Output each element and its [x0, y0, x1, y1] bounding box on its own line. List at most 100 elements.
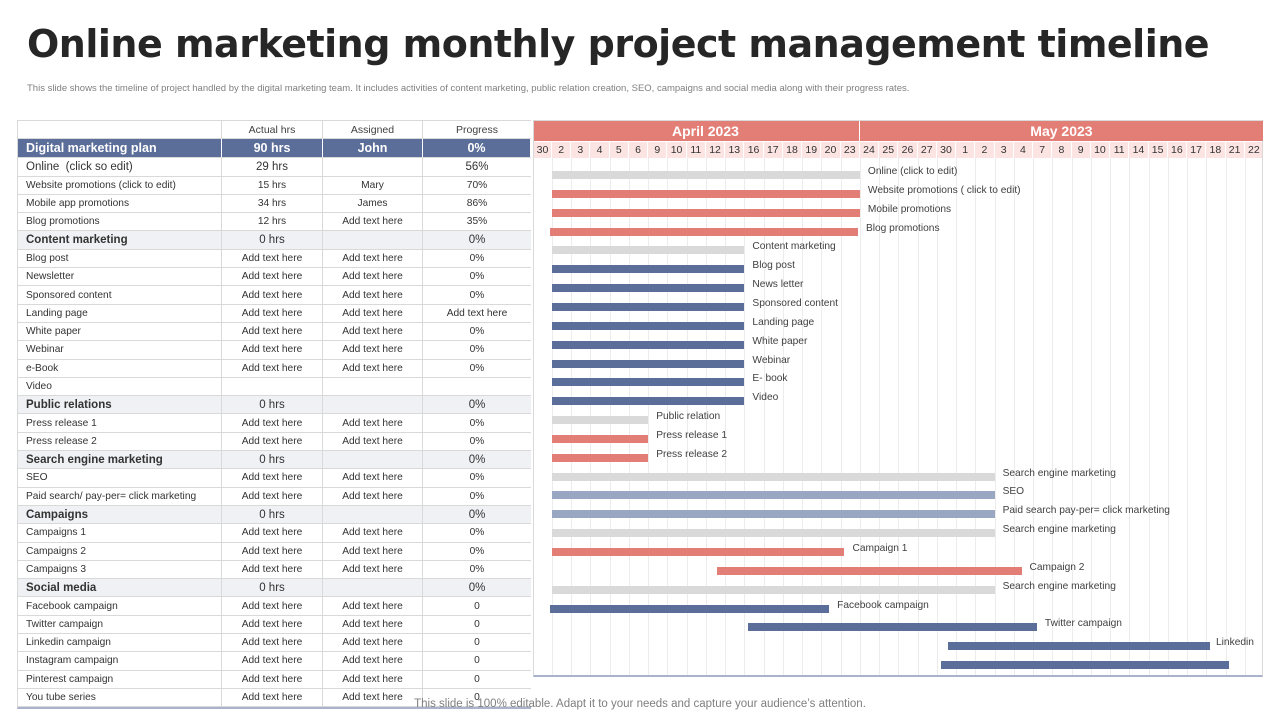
- plan-name: Digital marketing plan: [18, 139, 222, 158]
- gantt-bar[interactable]: [552, 189, 860, 198]
- gantt-bar-label: White paper: [752, 335, 808, 347]
- table-row[interactable]: Press release 2 Add text here Add text her…: [18, 432, 531, 452]
- day-label: 17: [1187, 142, 1207, 158]
- task-name-cell: Mobile app promotions: [18, 194, 222, 213]
- gantt-bar[interactable]: [552, 359, 745, 368]
- month-header: April 2023 May 2023: [534, 121, 1264, 141]
- table-row[interactable]: Campaigns 3 Add text here Add text here 0%: [18, 560, 531, 580]
- gantt-bar[interactable]: [552, 378, 745, 387]
- gantt-bar[interactable]: [552, 510, 995, 519]
- table-row[interactable]: Mobile app promotions 34 hrs James 86%: [18, 194, 531, 214]
- gantt-bar[interactable]: [940, 661, 1230, 670]
- table-row[interactable]: Video: [18, 377, 531, 397]
- table-row[interactable]: Newsletter Add text here Add text here 0%: [18, 268, 531, 287]
- table-row[interactable]: Sponsored content Add text here Add text h…: [18, 286, 531, 305]
- gantt-bar[interactable]: [552, 416, 649, 425]
- progress-cell: 0%: [469, 417, 485, 429]
- table-row[interactable]: Webinar Add text here Add text here 0%: [18, 341, 531, 360]
- gantt-bar[interactable]: [552, 171, 860, 179]
- day-label: 8: [1052, 142, 1072, 158]
- gantt-bar[interactable]: [550, 604, 830, 613]
- table-row[interactable]: Linkedin campaign Add text here Add text h…: [18, 634, 531, 653]
- actual-hrs-cell: 0 hrs: [222, 451, 323, 469]
- gantt-bar-label: Landing page: [752, 316, 815, 328]
- assigned-cell: Add text here: [323, 432, 423, 451]
- gantt-bar-label: Search engine marketing: [1002, 524, 1116, 536]
- table-row[interactable]: Campaigns 2 Add text here Add text here 0%: [18, 542, 531, 561]
- gantt-bar-label: SEO: [1002, 486, 1025, 498]
- gantt-bar[interactable]: [948, 642, 1211, 651]
- gantt-bar[interactable]: [550, 227, 858, 236]
- gantt-bar[interactable]: [552, 284, 745, 293]
- table-row[interactable]: Pinterest campaign Add text here Add text …: [18, 670, 531, 689]
- table-row[interactable]: Online (click so edit) 29 hrs 56%: [18, 158, 531, 177]
- table-row[interactable]: Twitter campaign Add text here Add text he…: [18, 615, 531, 635]
- table-group-row[interactable]: Search engine marketing 0 hrs 0%: [18, 451, 531, 470]
- gantt-bar[interactable]: [552, 434, 649, 443]
- grid-line: [802, 158, 804, 675]
- table-row[interactable]: Campaigns 1 Add text here Add text here 0%: [18, 524, 531, 543]
- grid-line: [917, 158, 919, 675]
- table-row[interactable]: SEO Add text here Add text here 0%: [18, 469, 531, 488]
- table-row[interactable]: Website promotions (click to edit) 15 hrs…: [18, 176, 531, 195]
- table-group-row[interactable]: Campaigns 0 hrs 0%: [18, 505, 531, 525]
- table-group-row[interactable]: Social media 0 hrs 0%: [18, 579, 531, 598]
- table-row[interactable]: Press release 1 Add text here Add text her…: [18, 414, 531, 433]
- table-row[interactable]: You tube series Add text here Add text her…: [18, 688, 531, 708]
- gantt-bar[interactable]: [552, 321, 745, 330]
- actual-hrs-cell: 0 hrs: [222, 396, 323, 414]
- gantt-bar-label: E- book: [752, 373, 788, 385]
- day-header: 30 2 3 4 5 6 9 10 11 12 13 16 17 18 19 20 23 24 25 26 27 30 1 2…: [534, 142, 1264, 158]
- progress-cell: 0: [474, 673, 480, 685]
- task-name-cell: Blog promotions: [18, 213, 222, 231]
- progress-cell: 86%: [466, 198, 488, 210]
- table-row[interactable]: e-Book Add text here Add text here 0%: [18, 359, 531, 378]
- gantt-bar[interactable]: [552, 208, 860, 217]
- table-row[interactable]: Landing page Add text here Add text here Ad…: [18, 304, 531, 323]
- gantt-bar-label: Facebook campaign: [837, 599, 929, 611]
- table-group-row[interactable]: Content marketing 0 hrs 0%: [18, 231, 531, 250]
- gantt-bar[interactable]: [552, 529, 995, 538]
- gantt-bar[interactable]: [552, 397, 745, 406]
- progress-cell: 0%: [468, 508, 486, 521]
- task-name-cell: Campaigns 1: [18, 524, 222, 542]
- grid-line: [705, 158, 707, 675]
- gantt-bar[interactable]: [552, 585, 995, 594]
- actual-hrs-cell: 0 hrs: [222, 579, 323, 597]
- task-name-cell: Landing page: [18, 304, 222, 322]
- day-label: 18: [1206, 142, 1226, 158]
- gantt-bar[interactable]: [552, 340, 745, 349]
- gantt-bar[interactable]: [552, 246, 745, 255]
- table-row[interactable]: Paid search/ pay-per= click marketing Add…: [18, 487, 531, 506]
- actual-hrs-cell: Add text here: [222, 268, 323, 286]
- table-row[interactable]: Instagram campaign Add text here Add text …: [18, 652, 531, 671]
- day-label: 30: [534, 142, 552, 158]
- gantt-bar[interactable]: [552, 302, 745, 311]
- gantt-bar[interactable]: [717, 566, 1022, 575]
- grid-line: [1187, 158, 1189, 675]
- progress-cell: 0%: [468, 581, 486, 594]
- assigned-cell: [323, 579, 423, 597]
- assigned-cell: Add text here: [323, 249, 423, 268]
- gantt-bar[interactable]: [748, 623, 1037, 632]
- task-name-cell: SEO: [18, 469, 222, 487]
- gantt-bar[interactable]: [552, 265, 745, 274]
- progress-cell: 0%: [469, 563, 485, 575]
- table-row[interactable]: Blog promotions 12 hrs Add text here 35%: [18, 213, 531, 232]
- table-row[interactable]: Blog post Add text here Add text here 0%: [18, 249, 531, 269]
- gantt-bar-label: Press release 1: [656, 429, 727, 441]
- plan-summary-row[interactable]: Digital marketing plan 90 hrs John 0%: [18, 139, 531, 159]
- assigned-cell: [323, 158, 423, 176]
- table-row[interactable]: Facebook campaign Add text here Add text h…: [18, 597, 531, 616]
- table-group-row[interactable]: Public relations 0 hrs 0%: [18, 396, 531, 415]
- gantt-bar[interactable]: [552, 472, 995, 481]
- gantt-bar[interactable]: [552, 453, 649, 462]
- gantt-bar[interactable]: [552, 491, 995, 500]
- actual-hrs-cell: Add text here: [222, 560, 323, 579]
- day-label: 4: [1014, 142, 1034, 158]
- actual-hrs-cell: 34 hrs: [222, 194, 323, 213]
- table-row[interactable]: White paper Add text here Add text here 0%: [18, 322, 531, 342]
- gantt-bar[interactable]: [552, 548, 845, 556]
- progress-cell: [423, 378, 531, 395]
- day-label: 6: [629, 142, 649, 158]
